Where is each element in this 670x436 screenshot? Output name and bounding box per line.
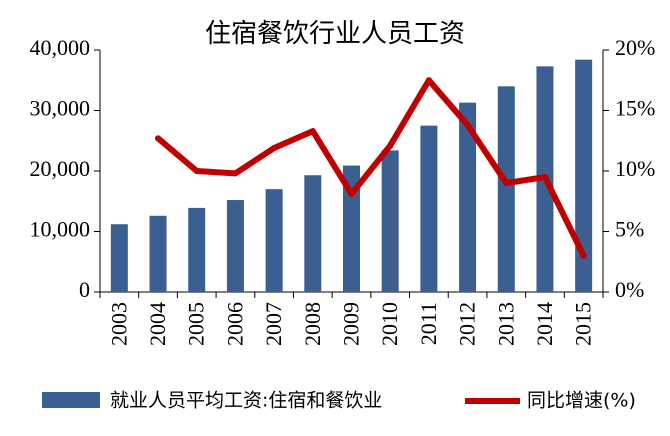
bar	[575, 59, 593, 293]
plot-area: 0 10,000 20,000 30,000 40,000 0% 5% 10% 15% 20% 20…	[30, 35, 656, 346]
line-point	[348, 190, 355, 197]
x-tick-label: 2011	[416, 302, 441, 345]
line-point	[232, 170, 239, 177]
line-point	[193, 168, 200, 174]
x-tick-label: 2006	[222, 302, 247, 346]
y-right-tick-label: 15%	[615, 96, 655, 121]
y-left-tick-label: 0	[79, 277, 90, 302]
y-left-tick-label: 10,000	[30, 217, 91, 242]
y-left-tick-label: 40,000	[30, 35, 91, 60]
y-right-tick-label: 20%	[615, 35, 655, 60]
series-line	[155, 77, 587, 259]
y-left-tick-label: 30,000	[30, 96, 91, 121]
bar	[149, 215, 167, 292]
bar	[110, 224, 128, 292]
chart-title: 住宿餐饮行业人员工资	[205, 19, 465, 49]
x-tick-label: 2014	[532, 302, 557, 346]
bar	[381, 150, 399, 292]
bar	[497, 86, 515, 292]
x-tick-label: 2007	[261, 302, 286, 346]
x-tick-label: 2003	[106, 302, 131, 346]
x-tick-label: 2009	[339, 302, 364, 346]
legend-bar-swatch	[42, 392, 100, 408]
x-tick-label: 2012	[455, 302, 480, 346]
y-right-tick-label: 5%	[615, 217, 644, 242]
y-right-tick-label: 0%	[615, 277, 644, 302]
bar	[304, 175, 322, 292]
bar	[188, 207, 206, 292]
line-point	[503, 180, 510, 187]
x-tick-label: 2013	[493, 302, 518, 346]
legend: 就业人员平均工资:住宿和餐饮业 同比增速(%)	[42, 390, 636, 412]
line-point	[309, 128, 316, 135]
y-right-tick-label: 10%	[615, 156, 655, 181]
bar	[420, 125, 438, 292]
bar	[343, 165, 360, 292]
bar	[226, 200, 244, 292]
x-tick-label: 2015	[571, 302, 596, 346]
y-left-tick-label: 20,000	[30, 156, 91, 181]
line-point	[425, 77, 432, 84]
legend-line-label: 同比增速(%)	[527, 390, 636, 412]
line-point	[580, 252, 587, 259]
line-point	[541, 174, 548, 181]
line-point	[155, 135, 162, 142]
x-tick-label: 2004	[145, 302, 170, 346]
x-tick-label: 2008	[300, 302, 325, 346]
legend-bar-label: 就业人员平均工资:住宿和餐饮业	[110, 390, 382, 412]
bar	[265, 189, 283, 292]
bar	[459, 102, 477, 292]
line-point	[387, 142, 394, 149]
line-point	[271, 145, 278, 152]
x-tick-label: 2010	[377, 302, 402, 346]
x-tick-label: 2005	[184, 302, 209, 346]
line-point	[464, 122, 471, 129]
